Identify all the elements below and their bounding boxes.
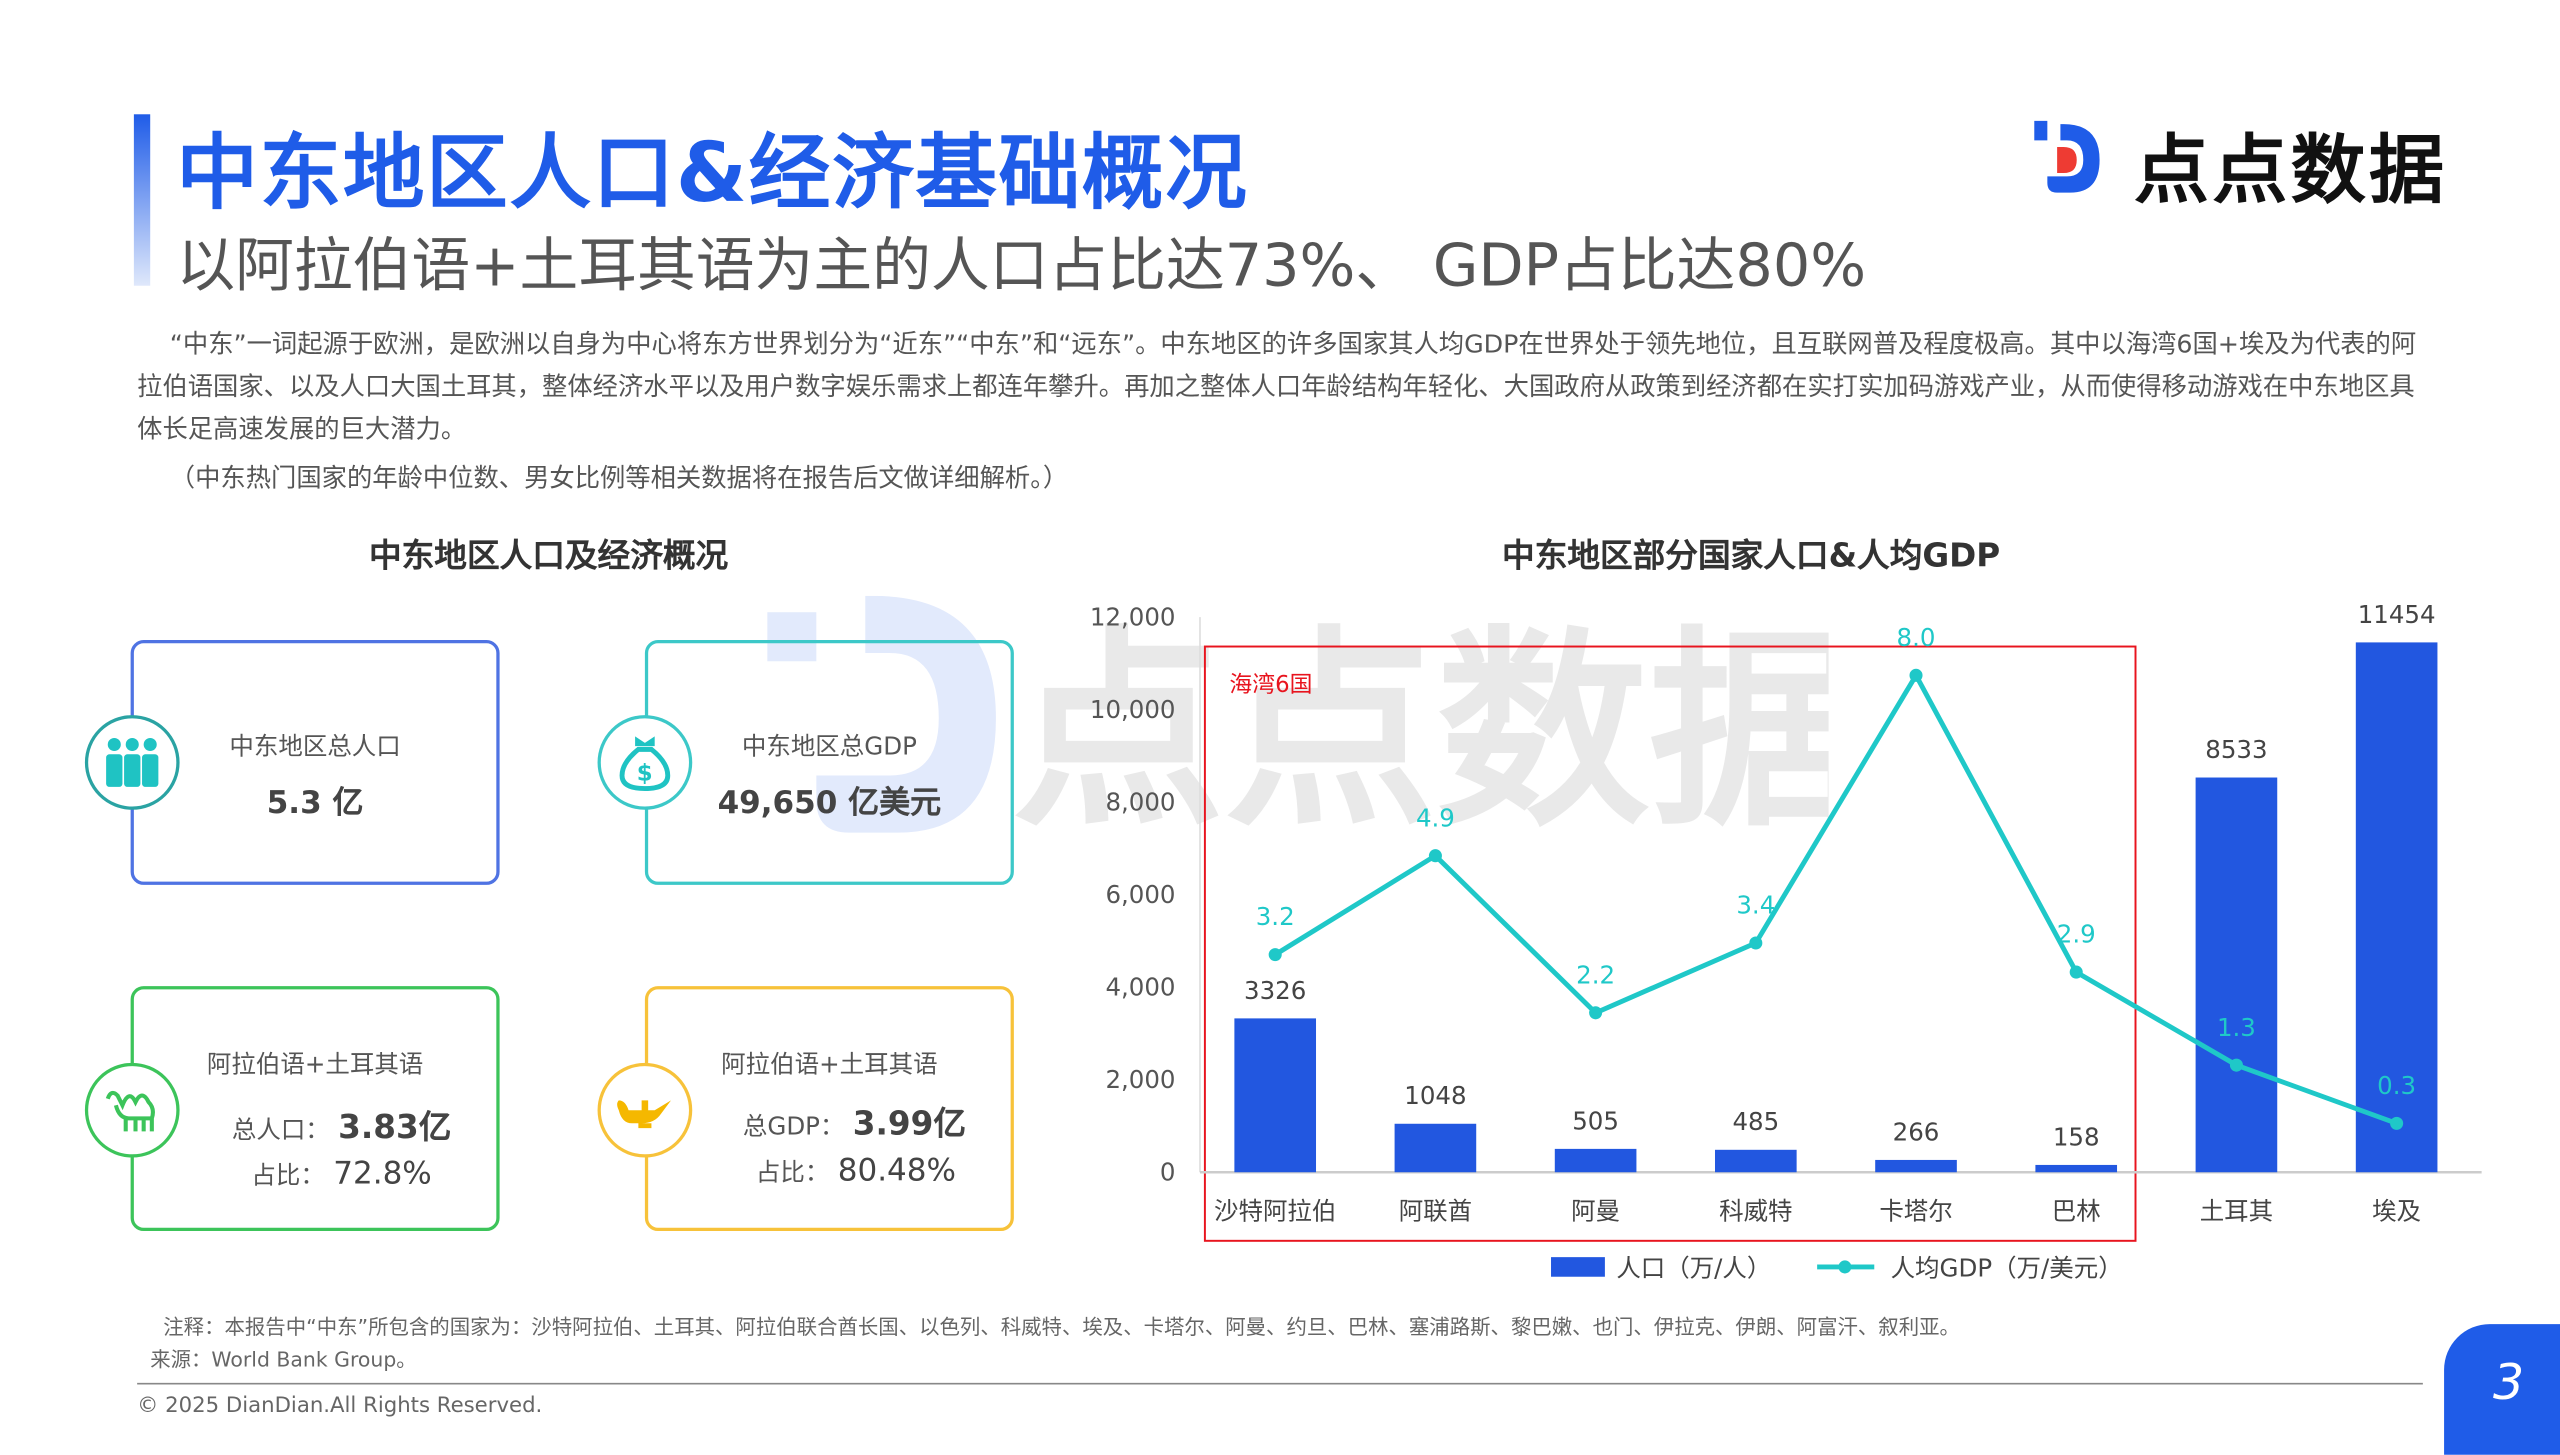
population-value: 3.83亿 (338, 1106, 452, 1147)
card-arabic-turkish-gdp: 阿拉伯语+土耳其语 总GDP： 3.99亿 占比： 80.48% (644, 986, 1014, 1232)
title-accent-bar (133, 114, 151, 286)
intro-paragraph: “中东”一词起源于欧洲，是欧洲以自身为中心将东方世界划分为“近东”“中东”和“远… (137, 329, 2417, 445)
gdp-point (1749, 936, 1763, 950)
bar-卡塔尔 (1875, 1159, 1957, 1173)
gdp-share-row: 占比： 80.48% (756, 1153, 956, 1189)
bar-阿曼 (1554, 1148, 1637, 1173)
gdp-point (2390, 1116, 2404, 1130)
source-note: 来源：World Bank Group。 (150, 1346, 417, 1372)
card-label: 中东地区总人口 (229, 731, 401, 761)
gdp-value-label: 8.0 (1897, 623, 1936, 652)
page-number: 3 (2493, 1355, 2525, 1413)
y-tick-label: 6,000 (1105, 880, 1175, 909)
x-tick-label: 阿曼 (1571, 1197, 1620, 1226)
svg-text:$: $ (637, 760, 653, 786)
bar-巴林 (2035, 1164, 2118, 1173)
x-tick-label: 沙特阿拉伯 (1214, 1197, 1336, 1226)
bar-value-label: 1048 (1404, 1081, 1466, 1110)
money-bag-icon: $ (597, 715, 693, 810)
card-label: 阿拉伯语+土耳其语 (721, 1049, 938, 1080)
bar-阿联酋 (1394, 1123, 1477, 1173)
chart-title: 中东地区部分国家人口&人均GDP (1502, 535, 2001, 575)
y-tick-label: 4,000 (1105, 972, 1175, 1001)
bar-value-label: 266 (1893, 1117, 1940, 1146)
card-value: 49,650 亿美元 (717, 785, 942, 822)
gdp-value-label: 4.9 (1416, 803, 1455, 832)
card-value: 5.3 亿 (266, 785, 364, 822)
y-tick-label: 12,000 (1090, 602, 1176, 631)
legend-bar-swatch (1551, 1257, 1605, 1277)
gdp-value-label: 1.3 (2217, 1013, 2256, 1042)
brand-name: 点点数据 (2133, 125, 2448, 214)
y-tick-label: 0 (1160, 1157, 1176, 1186)
gulf-6-highlight-box (1203, 645, 2137, 1242)
y-tick-label: 8,000 (1105, 787, 1175, 816)
population-row: 总人口： 3.83亿 (232, 1100, 452, 1147)
intro-note: （中东热门国家的年龄中位数、男女比例等相关数据将在报告后文做详细解析。） (169, 463, 1069, 494)
gdp-point (2069, 965, 2083, 979)
gdp-value-label: 0.3 (2377, 1071, 2416, 1100)
x-tick-label: 巴林 (2052, 1197, 2101, 1226)
y-tick-label: 10,000 (1090, 695, 1176, 724)
footer-divider (137, 1382, 2423, 1385)
population-label: 总人口： (231, 1115, 330, 1145)
people-icon (84, 715, 180, 810)
bar-埃及 (2355, 642, 2438, 1173)
camel-icon (84, 1062, 180, 1158)
gdp-value-label: 3.4 (1736, 891, 1775, 920)
footnote: 注释：本报告中“中东”所包含的国家为：沙特阿拉伯、土耳其、阿拉伯联合酋长国、以色… (163, 1314, 1960, 1339)
bar-value-label: 11454 (2358, 600, 2436, 629)
legend-line-label: 人均GDP（万/美元） (1891, 1254, 2123, 1283)
page-number-badge (2444, 1324, 2560, 1455)
x-tick-label: 科威特 (1719, 1197, 1792, 1226)
diandian-logo-icon (2034, 120, 2100, 193)
card-label: 阿拉伯语+土耳其语 (206, 1049, 424, 1080)
bar-value-label: 505 (1572, 1106, 1619, 1135)
x-tick-label: 阿联酋 (1399, 1197, 1472, 1226)
overview-title: 中东地区人口及经济概况 (368, 535, 729, 575)
gulf-6-label: 海湾6国 (1229, 672, 1312, 698)
card-total-gdp: 中东地区总GDP 49,650 亿美元 (644, 639, 1014, 885)
legend-line-marker (1838, 1260, 1852, 1274)
card-arabic-turkish-population: 阿拉伯语+土耳其语 总人口： 3.83亿 占比： 72.8% (130, 986, 500, 1232)
gdp-point (1268, 948, 1282, 962)
gdp-point (1589, 1006, 1603, 1020)
bar-土耳其 (2195, 777, 2278, 1173)
gdp-row: 总GDP： 3.99亿 (743, 1097, 966, 1144)
copyright: © 2025 DianDian.All Rights Reserved. (137, 1394, 543, 1419)
gdp-point (1428, 849, 1442, 863)
gdp-point (2229, 1058, 2243, 1072)
legend-bar-label: 人口（万/人） (1616, 1254, 1771, 1283)
share-label: 占比： (251, 1160, 325, 1191)
gdp-value-label: 2.2 (1576, 960, 1615, 989)
share-value: 80.48% (837, 1152, 957, 1189)
gdp-point (1909, 668, 1923, 682)
bar-value-label: 8533 (2205, 735, 2267, 764)
magic-lamp-icon (597, 1062, 693, 1158)
gdp-per-capita-line (1273, 670, 2398, 1126)
population-share-row: 占比： 72.8% (251, 1156, 431, 1192)
x-tick-label: 土耳其 (2200, 1197, 2273, 1226)
page-title: 中东地区人口&经济基础概况 (176, 125, 1249, 221)
share-value: 72.8% (333, 1155, 432, 1192)
bar-value-label: 485 (1732, 1107, 1779, 1136)
bar-科威特 (1714, 1149, 1797, 1173)
page-subtitle: 以阿拉伯语+土耳其语为主的人口占比达73%、 GDP占比达80% (176, 233, 1867, 301)
share-label: 占比： (755, 1157, 830, 1187)
gdp-value-label: 2.9 (2057, 920, 2096, 949)
gdp-value: 3.99亿 (852, 1103, 967, 1143)
gdp-label: 总GDP： (742, 1111, 845, 1142)
gdp-value-label: 3.2 (1256, 902, 1295, 931)
y-tick-label: 2,000 (1105, 1065, 1175, 1094)
x-tick-label: 埃及 (2372, 1197, 2421, 1226)
bar-value-label: 158 (2053, 1122, 2100, 1151)
bar-沙特阿拉伯 (1234, 1018, 1317, 1173)
card-label: 中东地区总GDP (741, 731, 917, 761)
x-tick-label: 卡塔尔 (1879, 1197, 1952, 1226)
bar-value-label: 3326 (1244, 976, 1306, 1005)
